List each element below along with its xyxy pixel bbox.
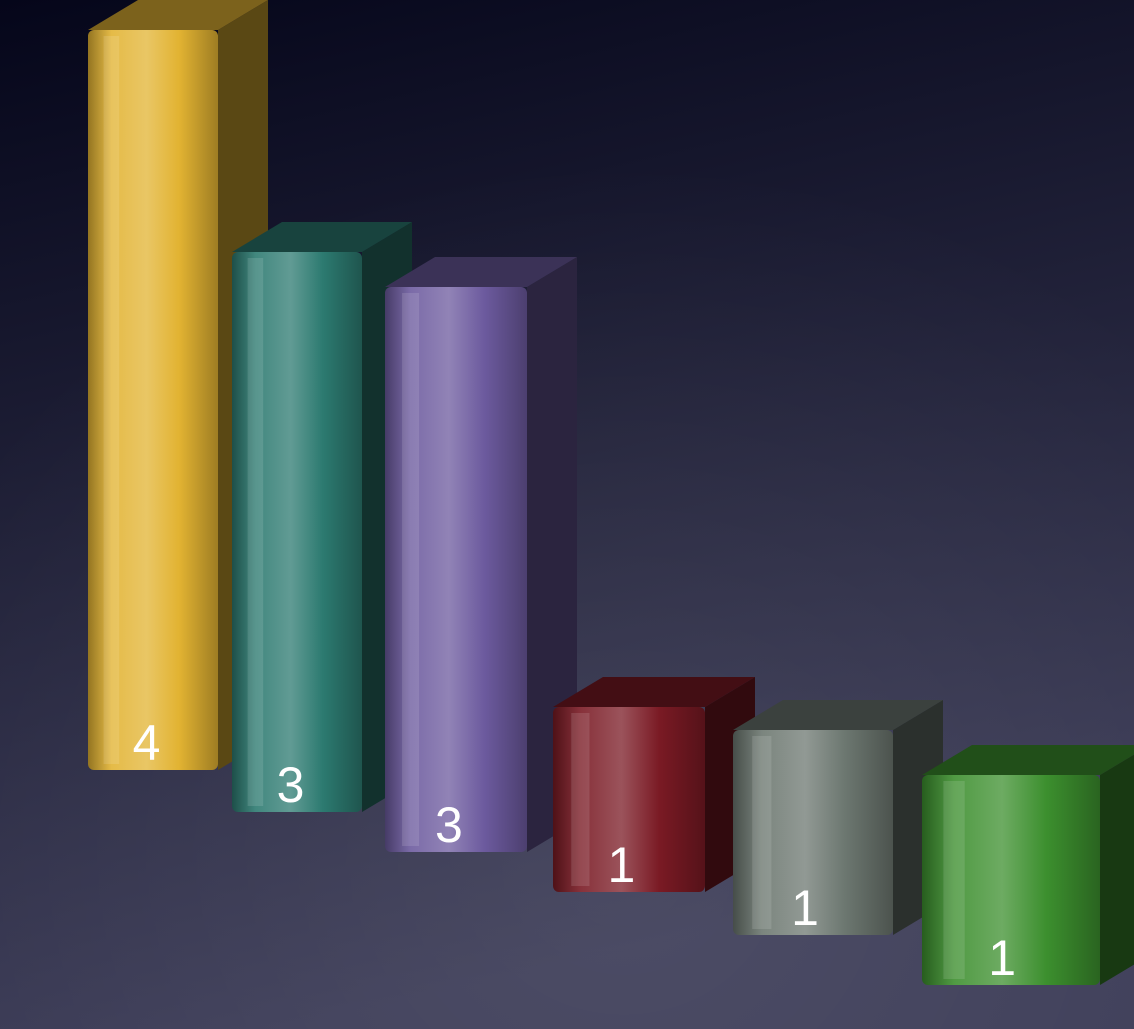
bar-front-face — [385, 287, 527, 852]
data-label: 1 — [607, 837, 635, 893]
bar-top-face — [922, 745, 1134, 775]
bar-front-face — [232, 252, 362, 812]
bar-top-face — [385, 257, 577, 287]
bar-gloss — [943, 781, 965, 979]
bar — [553, 677, 755, 892]
bar-top-face — [553, 677, 755, 707]
bar-top-face — [232, 222, 412, 252]
data-labels-layer: 4 3 3 1 1 1 — [133, 715, 1016, 986]
bar-gloss — [571, 713, 590, 886]
bars-layer — [88, 0, 1134, 985]
bar-top-face — [733, 700, 943, 730]
bar-gloss — [103, 36, 120, 764]
data-label: 1 — [791, 880, 819, 936]
bar — [385, 257, 577, 852]
bar-gloss — [752, 736, 772, 929]
data-label: 3 — [435, 797, 463, 853]
data-label: 3 — [277, 757, 305, 813]
bar-gloss — [402, 293, 420, 846]
bar — [733, 700, 943, 935]
bar-top-face — [88, 0, 268, 30]
bar-front-face — [88, 30, 218, 770]
bar-front-face — [922, 775, 1100, 985]
bar-front-face — [553, 707, 705, 892]
data-label: 4 — [133, 715, 161, 771]
bar — [922, 745, 1134, 985]
data-label: 1 — [988, 930, 1016, 986]
bar-gloss — [247, 258, 264, 806]
bar-front-face — [733, 730, 893, 935]
bar-side-face — [1100, 754, 1134, 985]
